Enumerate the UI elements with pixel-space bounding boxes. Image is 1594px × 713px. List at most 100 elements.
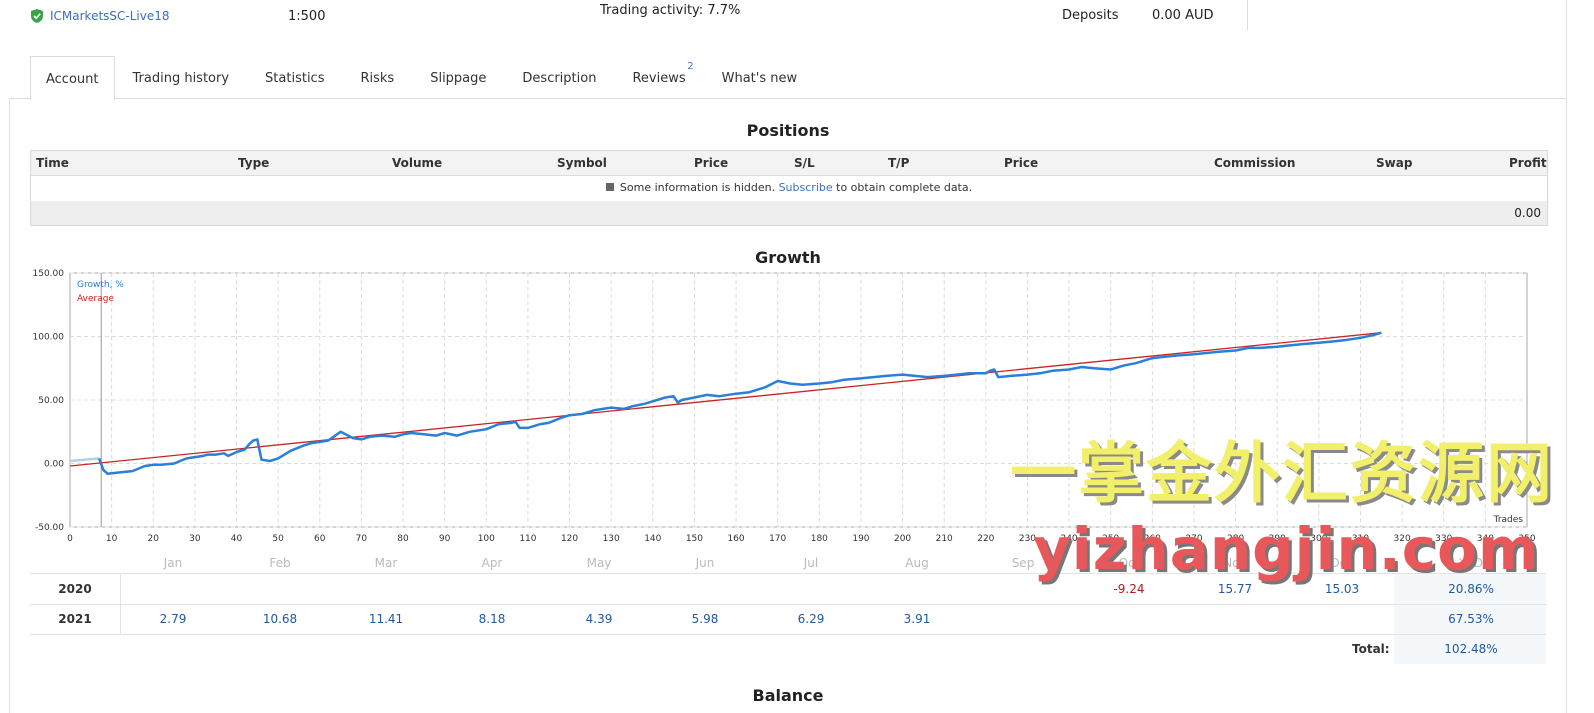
month-header: Jun xyxy=(695,556,715,570)
month-header: Sep xyxy=(1011,556,1035,570)
reviews-badge: 2 xyxy=(687,61,694,72)
right-border xyxy=(1566,0,1567,713)
month-header: Jul xyxy=(803,556,819,570)
x-axis-unit: Trades xyxy=(1493,515,1524,525)
ytd-value: 20.86% xyxy=(1448,582,1494,596)
x-tick-label: 50 xyxy=(272,534,284,544)
average-line xyxy=(69,332,1382,467)
x-tick-label: 220 xyxy=(977,534,994,544)
divider xyxy=(1247,0,1248,30)
year-row-2021: 2021 2.79 10.68 11.41 8.18 4.39 5.98 6.29 3.91 6… xyxy=(30,612,1546,632)
x-tick-label: 170 xyxy=(769,534,786,544)
col-sl[interactable]: S/L xyxy=(794,156,815,170)
month-header: Mar xyxy=(374,556,398,570)
x-tick-label: 210 xyxy=(936,534,953,544)
subscribe-link[interactable]: Subscribe xyxy=(778,181,833,194)
x-tick-label: 280 xyxy=(1227,534,1244,544)
growth-title: Growth xyxy=(755,248,821,267)
x-tick-label: 230 xyxy=(1019,534,1036,544)
x-tick-label: 290 xyxy=(1269,534,1286,544)
tab-label: Account xyxy=(46,72,99,87)
col-time[interactable]: Time xyxy=(36,156,69,170)
x-tick-label: 190 xyxy=(852,534,869,544)
year-row-2020: 2020 -9.24 15.77 15.03 20.86% xyxy=(30,582,1546,602)
month-header: Apr xyxy=(481,556,503,570)
month-header: May xyxy=(586,556,612,570)
month-header: Feb xyxy=(269,556,291,570)
trading-activity: Trading activity: 7.7% xyxy=(600,3,741,18)
x-tick-label: 310 xyxy=(1352,534,1369,544)
tabs-underline xyxy=(10,98,1566,99)
deposits-value: 0.00 AUD xyxy=(1152,8,1214,23)
x-tick-label: 60 xyxy=(314,534,326,544)
tab-label: What's new xyxy=(721,71,798,86)
hidden-info-text: Some information is hidden. xyxy=(619,181,776,194)
account-name-text: ICMarketsSC-Live18 xyxy=(50,9,170,23)
x-tick-label: 0 xyxy=(67,534,73,544)
growth-line xyxy=(97,331,1382,475)
tab-description[interactable]: Description xyxy=(504,56,614,99)
total-label: Total: xyxy=(1352,642,1390,656)
x-tick-label: 120 xyxy=(561,534,578,544)
col-profit[interactable]: Profit xyxy=(1509,156,1547,170)
x-tick-label: 20 xyxy=(148,534,160,544)
watermark-chinese: 一掌金外汇资源网 xyxy=(1010,435,1554,512)
x-tick-label: 160 xyxy=(727,534,744,544)
x-tick-label: 70 xyxy=(356,534,368,544)
x-tick-label: 320 xyxy=(1394,534,1411,544)
growth-chart[interactable]: 0 10 20 30 40 50 60 70 80 90 100 110 120 130 140 150 160… xyxy=(30,264,1546,549)
ytd-value: 67.53% xyxy=(1448,612,1494,626)
hidden-info-suffix: to obtain complete data. xyxy=(836,181,973,194)
positions-table: Time Type Volume Symbol Price S/L T/P Pr… xyxy=(30,150,1548,226)
col-price-open[interactable]: Price xyxy=(694,156,729,170)
month-value: 3.91 xyxy=(903,612,931,626)
hidden-info-row: Some information is hidden. Subscribe to… xyxy=(31,176,1547,201)
col-symbol[interactable]: Symbol xyxy=(557,156,607,170)
col-price-current[interactable]: Price xyxy=(1004,156,1039,170)
y-tick-label: 100.00 xyxy=(33,333,65,343)
deposits-label: Deposits xyxy=(1062,8,1119,23)
tab-risks[interactable]: Risks xyxy=(342,56,412,99)
col-tp[interactable]: T/P xyxy=(888,156,910,170)
tab-label: Trading history xyxy=(132,71,230,86)
growth-line-pre xyxy=(69,457,100,463)
x-tick-label: 130 xyxy=(603,534,620,544)
total-value: 102.48% xyxy=(1444,642,1498,656)
tab-whats-new[interactable]: What's new xyxy=(704,56,816,99)
tab-label: Reviews xyxy=(632,71,686,86)
month-value: 8.18 xyxy=(478,612,506,626)
month-value: 6.29 xyxy=(797,612,825,626)
col-commission[interactable]: Commission xyxy=(1214,156,1296,170)
y-tick-label: 150.00 xyxy=(33,269,65,279)
x-tick-label: 200 xyxy=(894,534,911,544)
x-tick-label: 80 xyxy=(397,534,409,544)
year-label: 2020 xyxy=(58,582,92,596)
month-header: Oct xyxy=(1118,556,1140,570)
tab-reviews[interactable]: Reviews 2 xyxy=(614,56,703,99)
month-value: 11.41 xyxy=(368,612,404,626)
x-tick-label: 30 xyxy=(189,534,201,544)
month-value: 15.03 xyxy=(1324,582,1360,596)
tab-account[interactable]: Account xyxy=(30,56,115,100)
col-volume[interactable]: Volume xyxy=(392,156,443,170)
tab-statistics[interactable]: Statistics xyxy=(247,56,342,99)
total-row: Total: 102.48% xyxy=(30,642,1546,662)
account-name[interactable]: ICMarketsSC-Live18 xyxy=(30,9,170,23)
lock-icon xyxy=(605,183,614,191)
y-tick-label: 50.00 xyxy=(38,396,64,406)
col-type[interactable]: Type xyxy=(238,156,270,170)
year-label: 2021 xyxy=(58,612,92,626)
month-header: Jan xyxy=(163,556,183,570)
month-value: 4.39 xyxy=(585,612,613,626)
x-tick-label: 240 xyxy=(1060,534,1077,544)
tab-slippage[interactable]: Slippage xyxy=(412,56,504,99)
left-border xyxy=(9,98,10,713)
y-tick-label: 0.00 xyxy=(44,460,64,470)
month-header: YTD xyxy=(1459,556,1483,570)
x-tick-label: 110 xyxy=(519,534,536,544)
tab-trading-history[interactable]: Trading history xyxy=(115,56,248,99)
positions-total-row: 0.00 xyxy=(31,201,1547,225)
col-swap[interactable]: Swap xyxy=(1376,156,1413,170)
tab-label: Statistics xyxy=(265,71,325,86)
x-tick-label: 90 xyxy=(439,534,451,544)
